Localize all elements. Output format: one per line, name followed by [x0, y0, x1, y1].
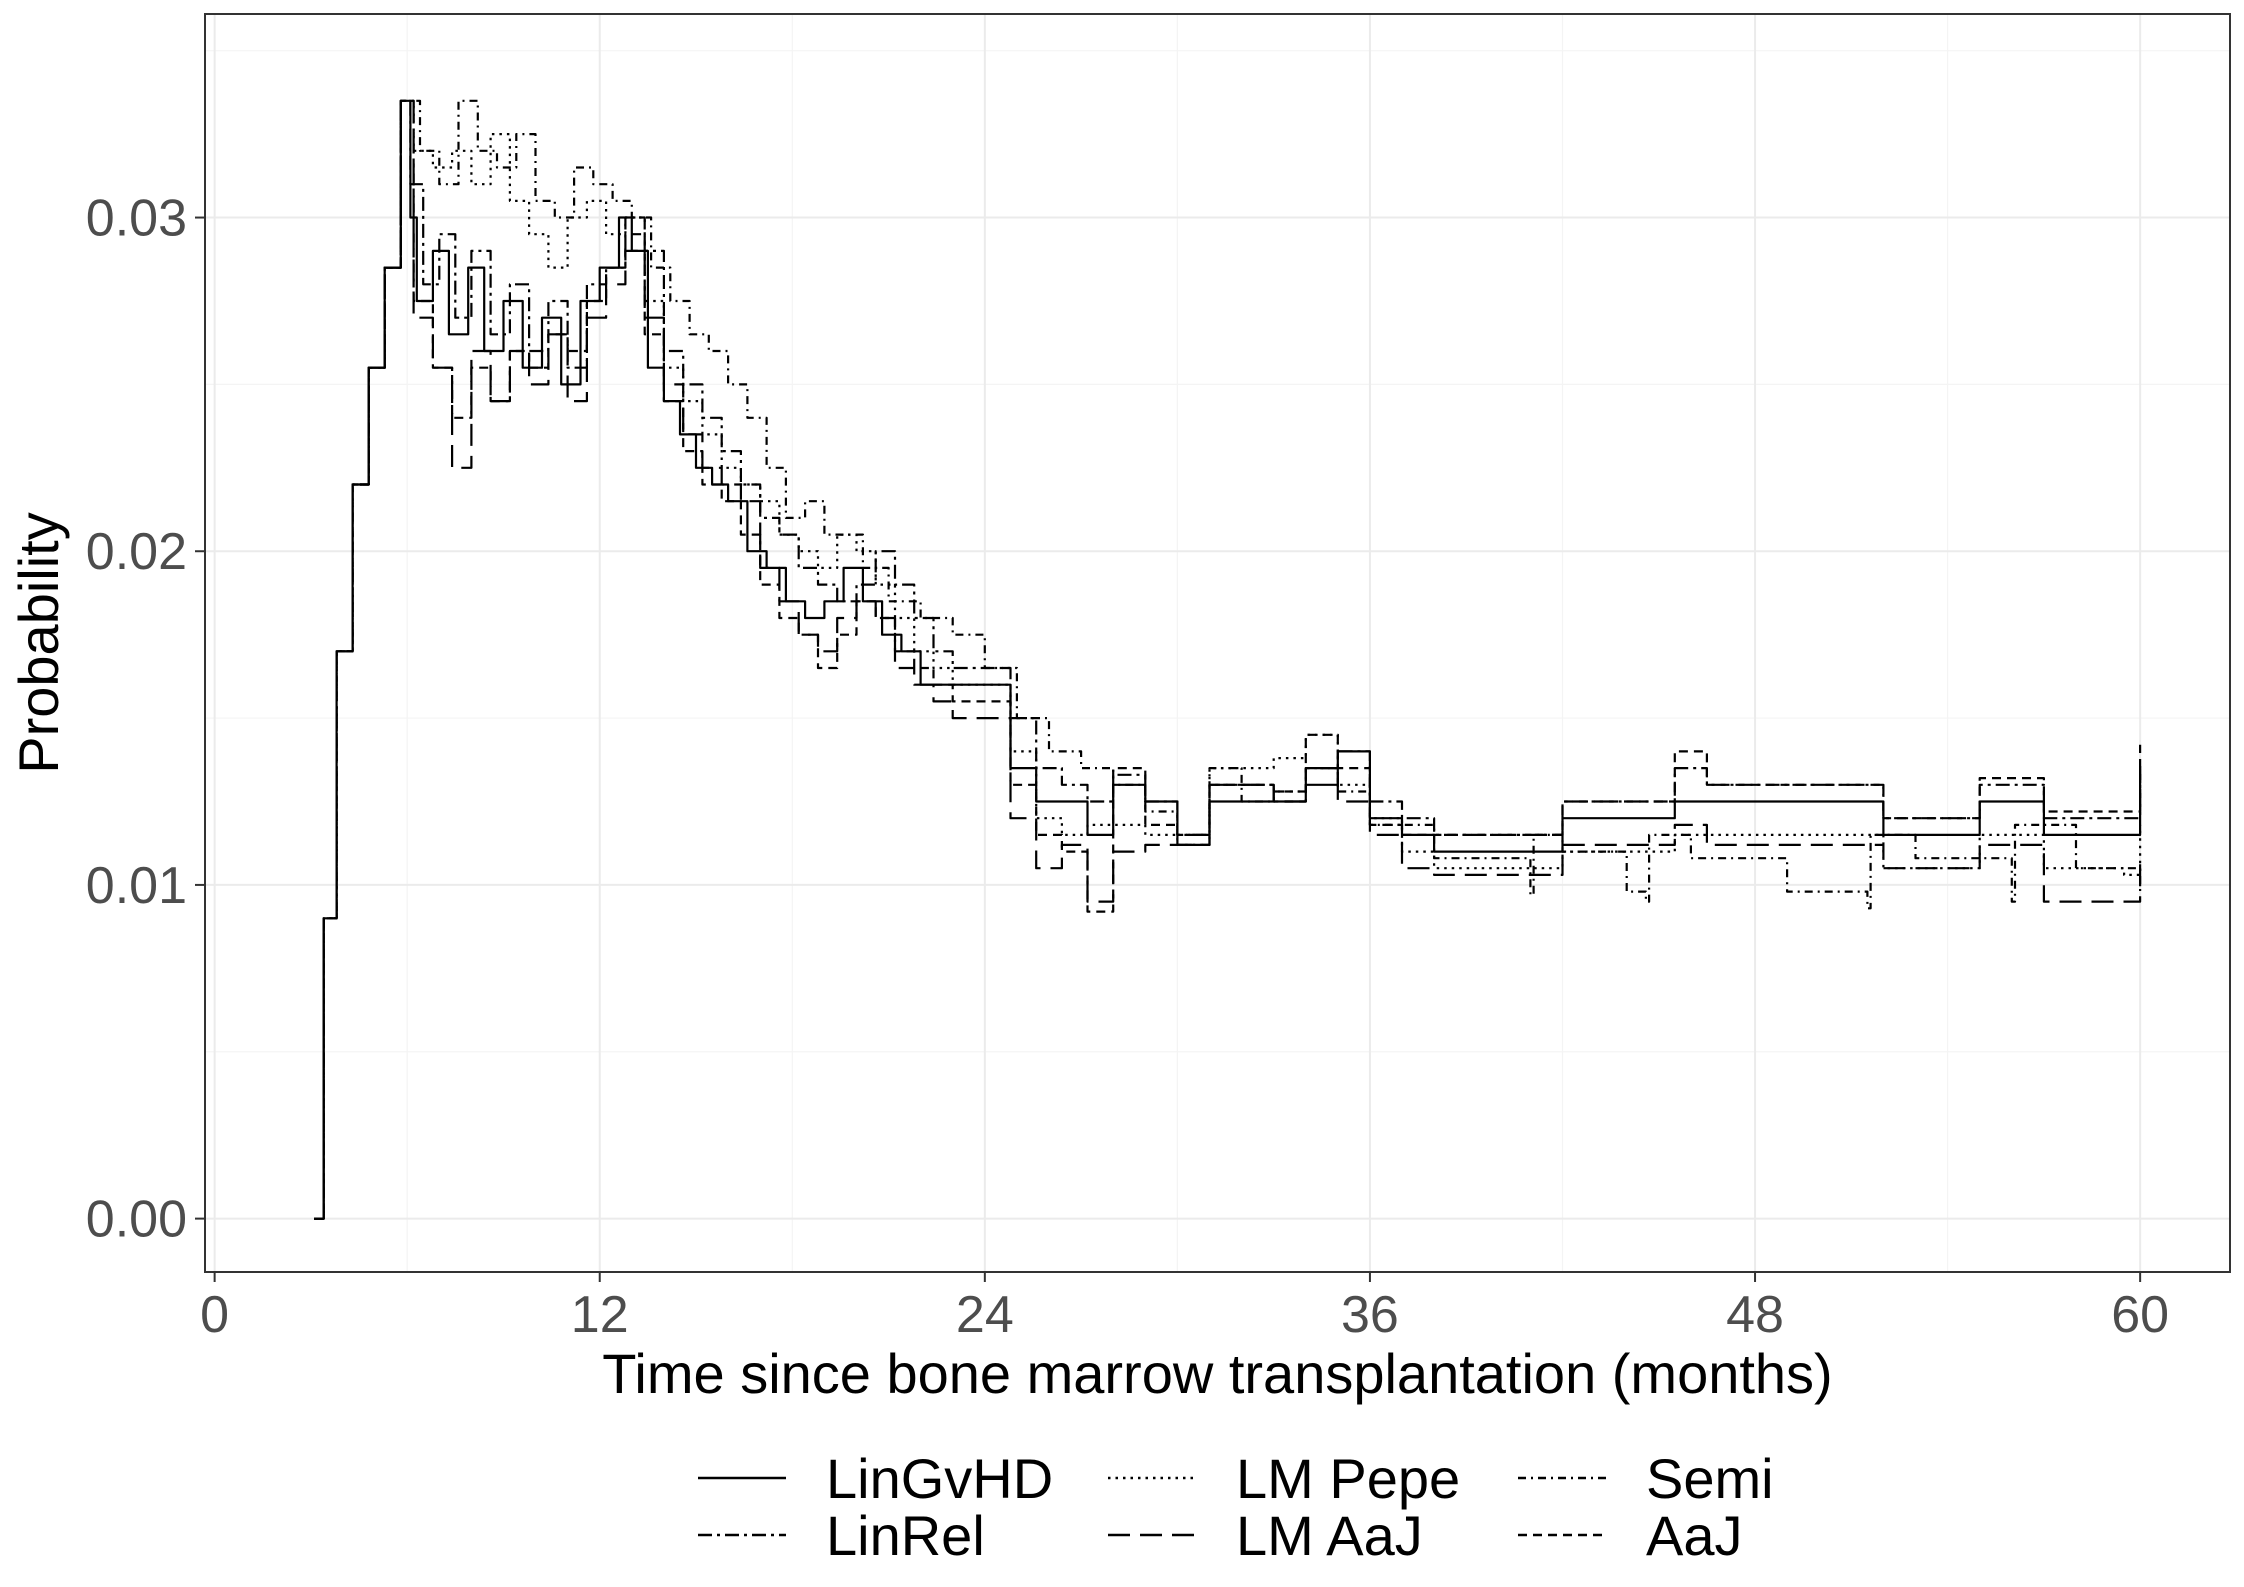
legend-label: LM AaJ	[1236, 1504, 1423, 1567]
series-line-linrel	[314, 99, 2142, 1220]
legend-label: LinRel	[826, 1504, 985, 1567]
y-tick-label: 0.00	[86, 1191, 187, 1249]
panel-border	[204, 13, 2231, 1273]
series-line-semi	[314, 99, 2142, 1220]
x-tick-label: 36	[1341, 1286, 1399, 1344]
x-tick-label: 48	[1726, 1286, 1784, 1344]
y-axis-title: Probability	[7, 512, 70, 773]
series-line-lm-pepe	[314, 99, 2142, 1220]
x-axis-ticks: 0 12 24 36 48 60	[200, 1272, 2169, 1344]
legend-label: Semi	[1646, 1447, 1774, 1510]
series-line-aaj	[314, 99, 2142, 1220]
x-tick-label: 60	[2111, 1286, 2169, 1344]
x-tick-label: 0	[200, 1286, 229, 1344]
legend-label: LinGvHD	[826, 1447, 1053, 1510]
y-tick-label: 0.01	[86, 857, 187, 915]
x-tick-label: 12	[571, 1286, 629, 1344]
series-layer	[314, 99, 2142, 1220]
y-tick-label: 0.03	[86, 190, 187, 248]
legend-label: AaJ	[1646, 1504, 1743, 1567]
y-tick-label: 0.02	[86, 523, 187, 581]
legend-label: LM Pepe	[1236, 1447, 1460, 1510]
x-axis-title: Time since bone marrow transplantation (…	[602, 1342, 1832, 1405]
series-line-lm-aaj	[314, 99, 2142, 1220]
y-axis-ticks: 0.00 0.01 0.02 0.03	[86, 190, 205, 1249]
major-gridlines	[205, 14, 2230, 1272]
x-tick-label: 24	[956, 1286, 1014, 1344]
